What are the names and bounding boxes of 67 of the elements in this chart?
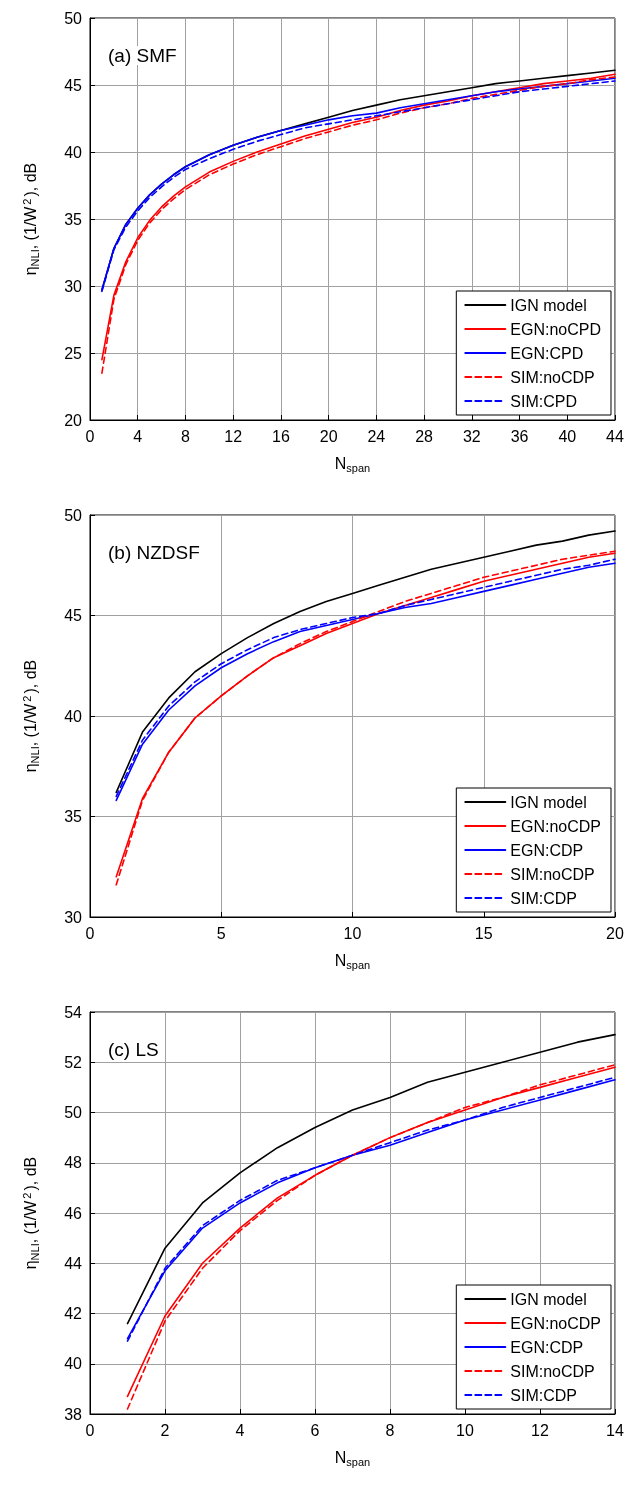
y-tick-label: 30 — [64, 908, 83, 926]
y-tick-label: 46 — [64, 1204, 83, 1222]
y-tick-label: 35 — [64, 808, 83, 825]
legend-label: IGN model — [510, 793, 587, 811]
y-tick-label: 54 — [64, 1003, 83, 1021]
y-tick-label: 35 — [64, 210, 83, 228]
x-tick-label: 4 — [235, 1421, 245, 1439]
legend-label: EGN:CDP — [510, 1338, 584, 1356]
y-tick-label: 50 — [64, 506, 83, 524]
y-tick-label: 45 — [64, 76, 83, 94]
y-tick-label: 20 — [64, 411, 83, 429]
legend-label: SIM:CDP — [510, 889, 577, 907]
x-tick-label: 44 — [606, 427, 624, 445]
legend-label: EGN:noCPD — [510, 320, 602, 338]
x-tick-label: 20 — [606, 924, 624, 942]
y-axis-title: ηNLI, (1/W2), dB — [20, 659, 41, 773]
y-tick-label: 38 — [64, 1405, 83, 1423]
x-tick-label: 5 — [216, 924, 226, 942]
y-tick-label: 40 — [64, 143, 83, 161]
x-tick-label: 0 — [85, 427, 95, 445]
x-tick-label: 12 — [531, 1421, 549, 1439]
x-tick-label: 4 — [133, 427, 143, 445]
x-tick-label: 6 — [310, 1421, 320, 1439]
annotation: (c) LS — [108, 1039, 159, 1060]
y-axis-title: ηNLI, (1/W2), dB — [20, 162, 41, 276]
annotation: (a) SMF — [108, 45, 177, 66]
y-tick-label: 40 — [64, 707, 83, 725]
x-tick-label: 2 — [160, 1421, 170, 1439]
x-tick-label: 0 — [85, 924, 95, 942]
legend-label: SIM:noCDP — [510, 865, 595, 883]
legend-label: SIM:CDP — [510, 1386, 577, 1404]
legend-label: EGN:noCDP — [510, 1314, 602, 1332]
legend-label: IGN model — [510, 1290, 587, 1308]
x-tick-label: 24 — [367, 427, 386, 445]
x-tick-label: 36 — [510, 427, 529, 445]
x-tick-label: 0 — [85, 1421, 95, 1439]
y-axis-title: ηNLI, (1/W2), dB — [20, 1156, 41, 1270]
legend-label: SIM:noCDP — [510, 368, 595, 386]
y-tick-label: 30 — [64, 277, 83, 295]
x-tick-label: 40 — [558, 427, 577, 445]
y-tick-label: 45 — [64, 607, 83, 624]
x-tick-label: 32 — [462, 427, 481, 445]
y-tick-label: 50 — [64, 9, 83, 27]
x-tick-label: 12 — [224, 427, 243, 445]
annotation: (b) NZDSF — [108, 542, 200, 563]
legend-label: EGN:CPD — [510, 344, 584, 362]
x-tick-label: 10 — [456, 1421, 474, 1439]
x-tick-label: 28 — [415, 427, 434, 445]
legend-label: SIM:CPD — [510, 392, 577, 410]
x-tick-label: 15 — [474, 924, 493, 942]
legend-label: EGN:noCDP — [510, 817, 602, 835]
x-tick-label: 20 — [319, 427, 338, 445]
x-tick-label: 10 — [343, 924, 362, 942]
legend-label: EGN:CDP — [510, 841, 584, 859]
y-tick-label: 40 — [64, 1355, 83, 1373]
x-tick-label: 8 — [181, 427, 190, 445]
legend-label: IGN model — [510, 296, 587, 314]
y-tick-label: 52 — [64, 1053, 83, 1071]
x-tick-label: 14 — [606, 1421, 624, 1439]
y-tick-label: 44 — [64, 1254, 83, 1272]
legend-label: SIM:noCDP — [510, 1362, 595, 1380]
y-tick-label: 25 — [64, 344, 83, 362]
x-tick-label: 8 — [385, 1421, 395, 1439]
y-tick-label: 48 — [64, 1154, 83, 1172]
y-tick-label: 50 — [64, 1104, 83, 1121]
y-tick-label: 42 — [64, 1305, 83, 1322]
x-tick-label: 16 — [272, 427, 290, 445]
